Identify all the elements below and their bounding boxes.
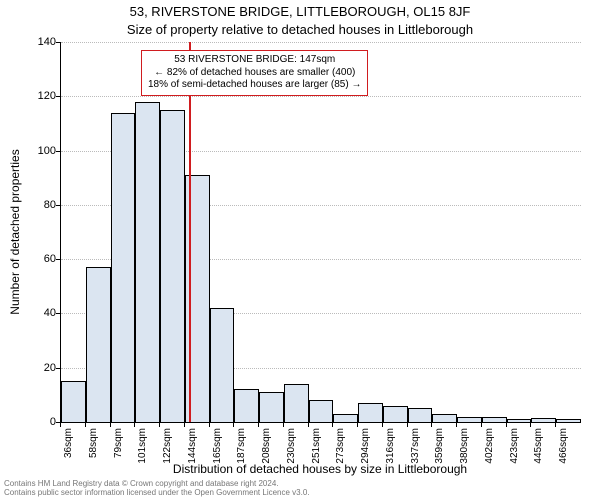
xtick-mark (85, 422, 86, 427)
ytick-mark (56, 259, 61, 260)
ytick-label: 20 (16, 362, 56, 374)
xtick-mark (134, 422, 135, 427)
grid-line (61, 42, 581, 43)
xtick-label: 144sqm (187, 428, 198, 464)
histogram-bar (432, 414, 457, 422)
ytick-mark (56, 368, 61, 369)
annotation-line: 18% of semi-detached houses are larger (… (148, 79, 361, 92)
xtick-label: 402sqm (484, 428, 495, 464)
histogram-bar (86, 267, 111, 422)
xtick-label: 208sqm (261, 428, 272, 464)
xtick-mark (258, 422, 259, 427)
xtick-mark (332, 422, 333, 427)
histogram-bar (234, 389, 259, 422)
xtick-label: 251sqm (311, 428, 322, 464)
xtick-label: 230sqm (286, 428, 297, 464)
xtick-label: 165sqm (212, 428, 223, 464)
xtick-mark (481, 422, 482, 427)
xtick-label: 423sqm (509, 428, 520, 464)
property-marker-line (189, 42, 191, 422)
chart-subtitle: Size of property relative to detached ho… (0, 22, 600, 37)
xtick-label: 294sqm (360, 428, 371, 464)
xtick-label: 58sqm (88, 428, 99, 458)
xtick-label: 445sqm (533, 428, 544, 464)
histogram-bar (111, 113, 136, 422)
histogram-bar (358, 403, 383, 422)
histogram-bar (160, 110, 185, 422)
histogram-bar (333, 414, 358, 422)
xtick-mark (110, 422, 111, 427)
xtick-label: 187sqm (236, 428, 247, 464)
xtick-label: 79sqm (113, 428, 124, 458)
xtick-mark (60, 422, 61, 427)
ytick-mark (56, 96, 61, 97)
xtick-label: 337sqm (410, 428, 421, 464)
histogram-bar (61, 381, 86, 422)
y-ticks: 020406080100120140 (0, 42, 60, 422)
xtick-label: 101sqm (137, 428, 148, 464)
histogram-bar (383, 406, 408, 422)
histogram-bar (210, 308, 235, 422)
xtick-label: 36sqm (63, 428, 74, 458)
ytick-mark (56, 205, 61, 206)
histogram-bar (135, 102, 160, 422)
xtick-mark (184, 422, 185, 427)
ytick-label: 0 (16, 416, 56, 428)
xtick-mark (283, 422, 284, 427)
chart-container: 53, RIVERSTONE BRIDGE, LITTLEBOROUGH, OL… (0, 0, 600, 500)
xtick-mark (530, 422, 531, 427)
histogram-bar (408, 408, 433, 422)
ytick-label: 100 (16, 145, 56, 157)
ytick-label: 60 (16, 253, 56, 265)
histogram-bar (309, 400, 334, 422)
ytick-label: 120 (16, 90, 56, 102)
xtick-mark (209, 422, 210, 427)
annotation-box: 53 RIVERSTONE BRIDGE: 147sqm← 82% of det… (141, 50, 368, 96)
grid-line (61, 96, 581, 97)
ytick-mark (56, 313, 61, 314)
xtick-label: 273sqm (335, 428, 346, 464)
xtick-mark (407, 422, 408, 427)
ytick-mark (56, 42, 61, 43)
xtick-mark (159, 422, 160, 427)
x-axis-label: Distribution of detached houses by size … (60, 462, 580, 476)
footer-attribution: Contains HM Land Registry data © Crown c… (4, 480, 310, 498)
xtick-label: 359sqm (434, 428, 445, 464)
histogram-bar (284, 384, 309, 422)
xtick-mark (382, 422, 383, 427)
xtick-label: 316sqm (385, 428, 396, 464)
ytick-label: 40 (16, 307, 56, 319)
ytick-label: 140 (16, 36, 56, 48)
plot-area: 53 RIVERSTONE BRIDGE: 147sqm← 82% of det… (60, 42, 581, 423)
xtick-mark (555, 422, 556, 427)
ytick-label: 80 (16, 199, 56, 211)
xtick-label: 466sqm (558, 428, 569, 464)
footer-line2: Contains public sector information licen… (4, 489, 310, 498)
histogram-bar (259, 392, 284, 422)
xtick-mark (233, 422, 234, 427)
annotation-line: 53 RIVERSTONE BRIDGE: 147sqm (148, 54, 361, 67)
xtick-mark (357, 422, 358, 427)
xtick-mark (456, 422, 457, 427)
xtick-mark (308, 422, 309, 427)
xtick-label: 380sqm (459, 428, 470, 464)
xtick-label: 122sqm (162, 428, 173, 464)
ytick-mark (56, 151, 61, 152)
xtick-mark (431, 422, 432, 427)
xtick-mark (506, 422, 507, 427)
chart-title: 53, RIVERSTONE BRIDGE, LITTLEBOROUGH, OL… (0, 4, 600, 19)
annotation-line: ← 82% of detached houses are smaller (40… (148, 67, 361, 80)
